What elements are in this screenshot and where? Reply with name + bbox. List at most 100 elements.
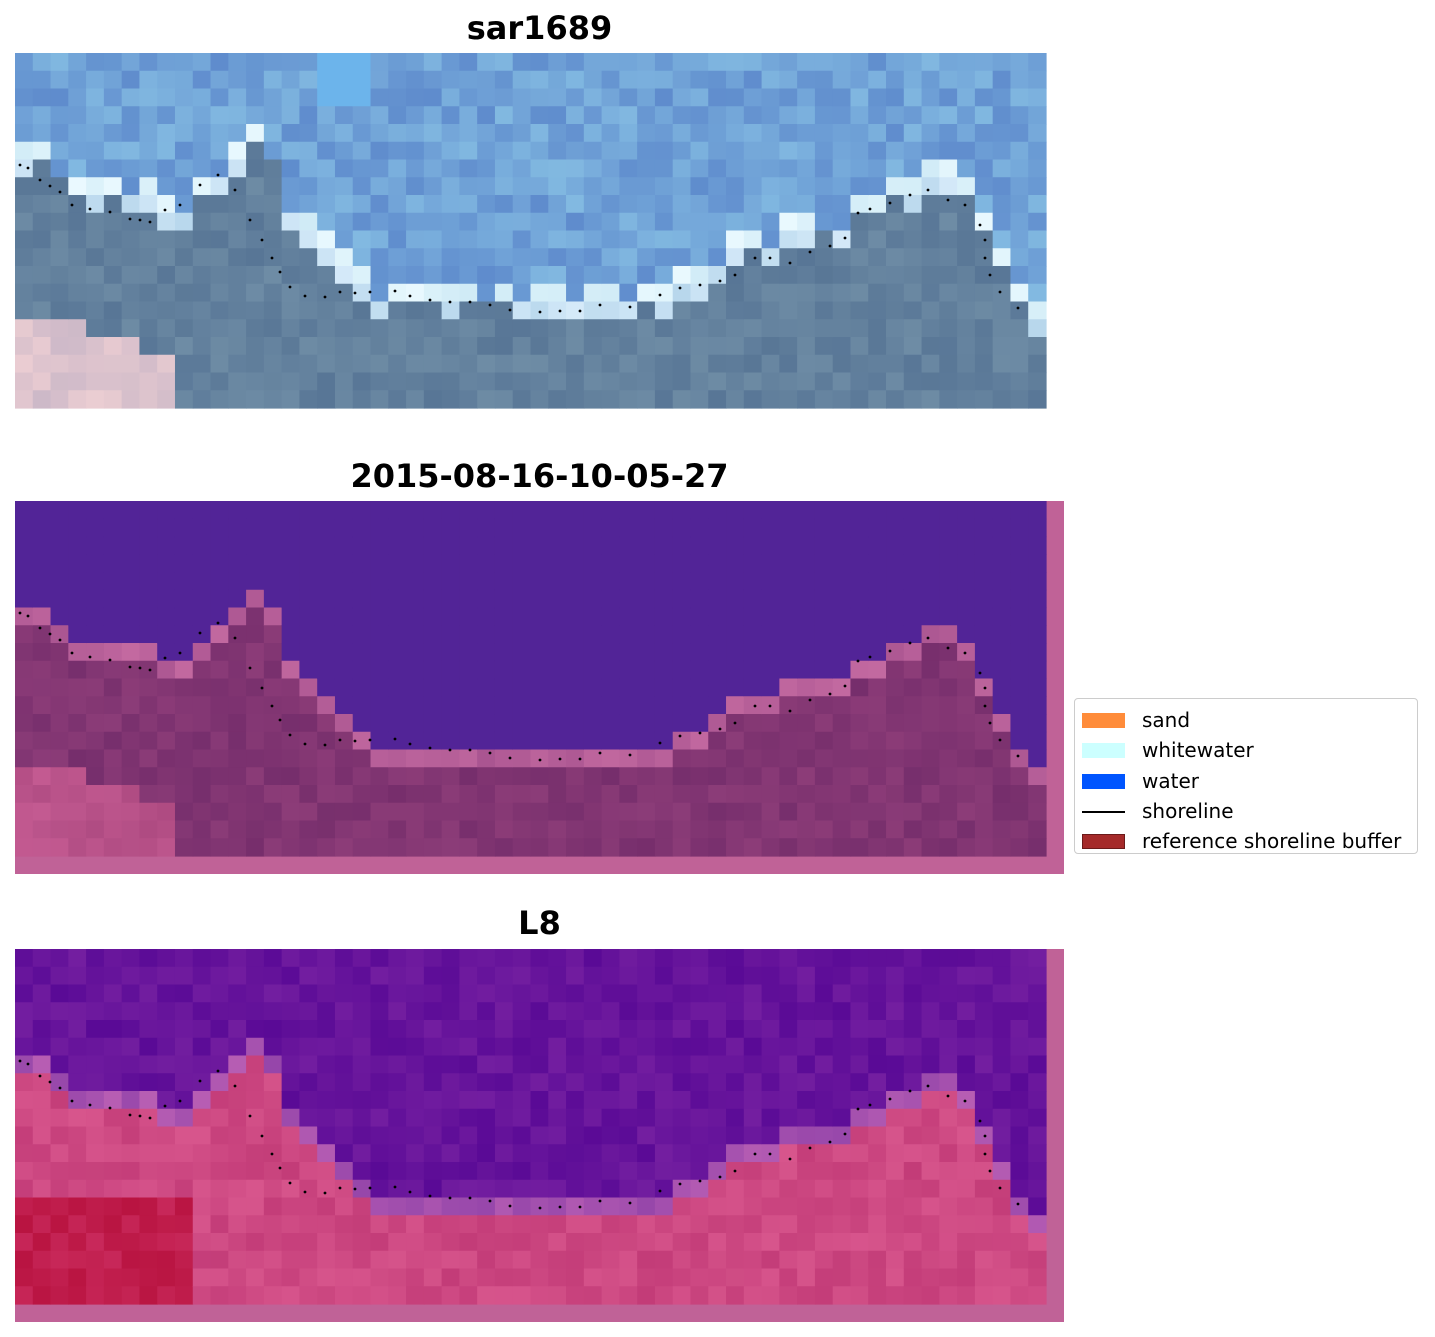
pixel-cell xyxy=(530,372,549,391)
pixel-cell xyxy=(566,660,585,680)
pixel-cell xyxy=(992,767,1012,786)
pixel-cell xyxy=(868,1215,887,1234)
pixel-cell xyxy=(317,696,336,715)
pixel-cell xyxy=(761,1126,780,1145)
pixel-cell xyxy=(512,372,532,391)
pixel-cell xyxy=(779,1020,798,1039)
pixel-cell xyxy=(32,177,52,196)
pixel-cell xyxy=(192,88,212,107)
pixel-cell xyxy=(548,1197,567,1216)
pixel-cell xyxy=(192,838,212,857)
pixel-cell xyxy=(850,301,869,320)
pixel-cell xyxy=(850,1037,869,1057)
pixel-cell xyxy=(1028,337,1047,356)
pixel-cell xyxy=(903,984,923,1003)
pixel-cell xyxy=(672,767,692,786)
pixel-cell xyxy=(192,678,212,697)
shoreline-point xyxy=(963,1099,967,1103)
pixel-cell xyxy=(939,731,958,751)
pixel-cell xyxy=(228,572,247,591)
pixel-cell xyxy=(317,88,336,107)
pixel-cell xyxy=(281,337,301,356)
pixel-cell xyxy=(139,966,158,986)
pixel-cell xyxy=(939,607,958,626)
pixel-cell xyxy=(939,106,958,125)
pixel-cell xyxy=(210,141,229,161)
pixel-cell xyxy=(210,714,229,733)
pixel-cell xyxy=(103,195,123,214)
pixel-cell xyxy=(957,696,976,715)
pixel-cell xyxy=(690,159,709,178)
pixel-cell xyxy=(566,1091,585,1110)
pixel-cell xyxy=(797,1020,816,1039)
pixel-cell xyxy=(1010,283,1029,303)
pixel-cell xyxy=(974,212,994,232)
pixel-cell xyxy=(441,501,460,520)
pixel-cell xyxy=(103,554,123,573)
pixel-cell xyxy=(939,714,958,733)
pixel-cell xyxy=(868,124,887,143)
pixel-cell xyxy=(583,266,603,285)
pixel-cell xyxy=(15,802,34,822)
pixel-cell xyxy=(548,354,567,374)
pixel-cell xyxy=(406,88,425,107)
pixel-cell xyxy=(708,966,727,986)
pixel-cell xyxy=(228,124,247,143)
pixel-cell xyxy=(210,283,229,303)
pixel-cell xyxy=(1028,749,1047,768)
pixel-cell xyxy=(601,195,620,214)
pixel-cell xyxy=(512,106,532,125)
pixel-cell xyxy=(406,589,425,609)
pixel-cell xyxy=(477,1002,496,1021)
pixel-cell xyxy=(174,1250,194,1270)
pixel-cell xyxy=(1010,1126,1029,1145)
pixel-cell xyxy=(1010,70,1029,90)
pixel-cell xyxy=(619,1197,638,1216)
pixel-cell xyxy=(672,212,692,232)
pixel-cell xyxy=(779,607,798,626)
pixel-cell xyxy=(654,625,674,644)
pixel-cell xyxy=(957,731,976,751)
pixel-cell xyxy=(423,1126,443,1145)
pixel-cell xyxy=(832,319,852,338)
pixel-cell xyxy=(157,1108,176,1128)
pixel-cell xyxy=(548,501,567,520)
pixel-cell xyxy=(850,372,869,391)
pixel-cell xyxy=(210,230,229,249)
pixel-cell xyxy=(50,785,69,804)
pixel-cell xyxy=(370,248,389,267)
pixel-cell xyxy=(797,1233,816,1252)
pixel-cell xyxy=(974,283,994,303)
pixel-cell xyxy=(281,678,301,697)
pixel-cell xyxy=(708,106,727,125)
pixel-cell xyxy=(886,319,905,338)
pixel-cell xyxy=(370,949,389,968)
pixel-cell xyxy=(743,572,763,591)
pixel-cell xyxy=(761,1268,780,1287)
pixel-cell xyxy=(423,1268,443,1287)
pixel-cell xyxy=(850,70,869,90)
pixel-cell xyxy=(530,1055,549,1074)
pixel-cell xyxy=(974,984,994,1003)
pixel-cell xyxy=(654,572,674,591)
pixel-cell xyxy=(86,1215,105,1234)
shoreline-point xyxy=(353,1187,357,1191)
pixel-cell xyxy=(192,1162,212,1181)
pixel-cell xyxy=(50,607,69,626)
pixel-cell xyxy=(886,301,905,320)
pixel-cell xyxy=(370,124,389,143)
pixel-cell xyxy=(886,767,905,786)
pixel-cell xyxy=(192,1144,212,1163)
pixel-cell xyxy=(317,212,336,232)
pixel-cell xyxy=(388,820,407,839)
shoreline-point xyxy=(178,1099,182,1103)
pixel-cell xyxy=(886,1162,905,1181)
pixel-cell xyxy=(68,1250,87,1270)
pixel-cell xyxy=(174,283,194,303)
pixel-cell xyxy=(139,1268,158,1287)
pixel-cell xyxy=(957,572,976,591)
pixel-cell xyxy=(601,354,620,374)
pixel-cell xyxy=(281,1250,301,1270)
pixel-cell xyxy=(50,838,69,857)
pixel-cell xyxy=(814,536,834,555)
